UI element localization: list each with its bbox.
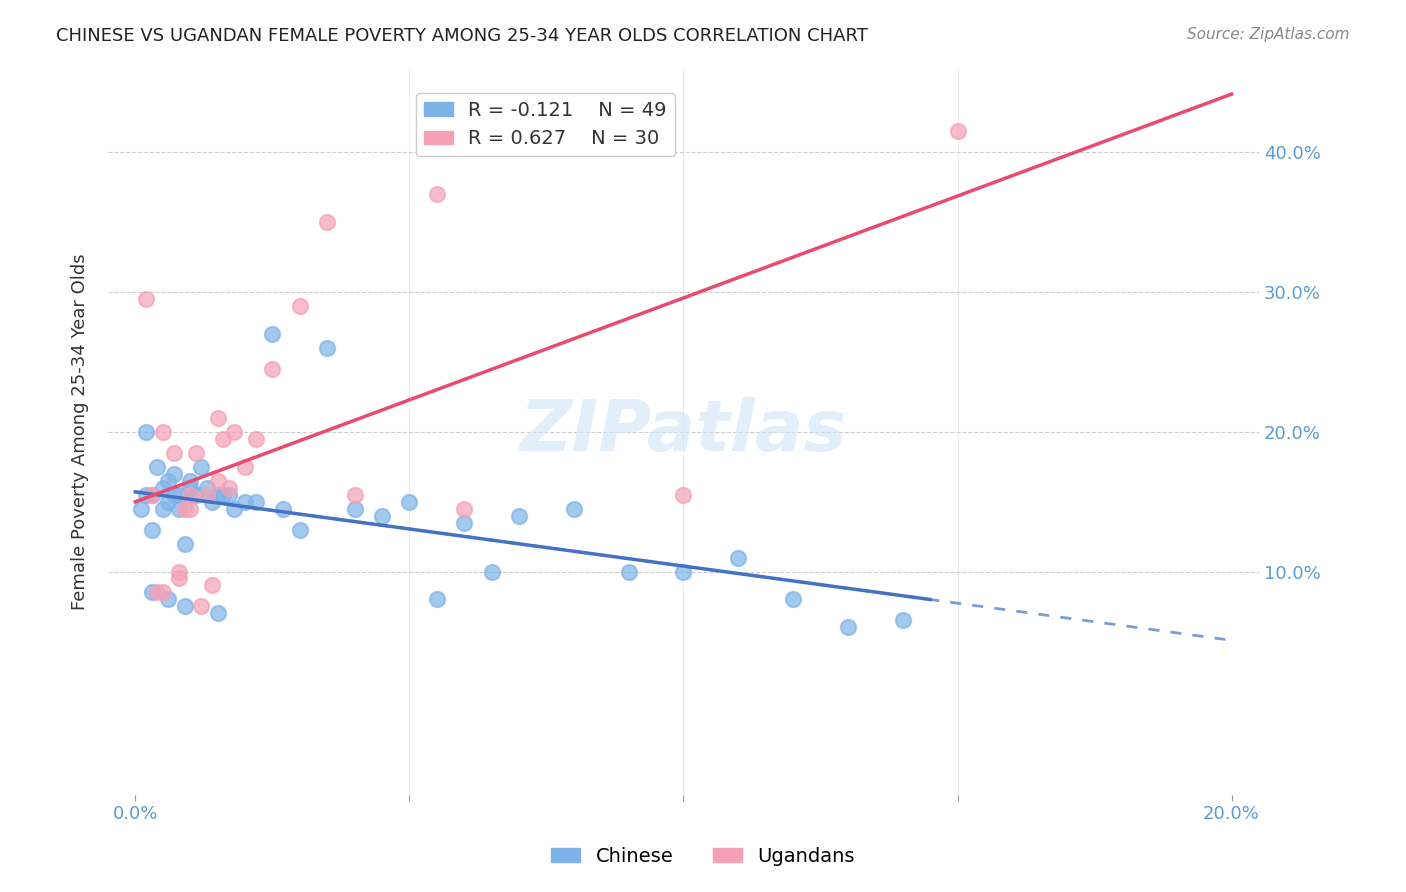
Point xyxy=(167,572,190,586)
Point xyxy=(141,585,163,599)
Point xyxy=(672,565,695,579)
Point xyxy=(141,523,163,537)
Point xyxy=(245,494,267,508)
Point xyxy=(179,488,201,502)
Point xyxy=(195,488,218,502)
Point xyxy=(453,501,475,516)
Point xyxy=(207,474,229,488)
Point xyxy=(146,459,169,474)
Point xyxy=(152,425,174,439)
Point xyxy=(233,459,256,474)
Point xyxy=(946,124,969,138)
Point xyxy=(508,508,530,523)
Point xyxy=(398,494,420,508)
Point xyxy=(146,585,169,599)
Point xyxy=(179,481,201,495)
Point xyxy=(837,620,859,634)
Point xyxy=(190,459,212,474)
Point xyxy=(173,536,195,550)
Point xyxy=(195,481,218,495)
Point xyxy=(426,187,449,202)
Point xyxy=(207,410,229,425)
Point xyxy=(426,592,449,607)
Point xyxy=(207,488,229,502)
Point xyxy=(218,481,240,495)
Point xyxy=(212,488,235,502)
Point xyxy=(135,488,157,502)
Point xyxy=(212,432,235,446)
Point xyxy=(201,578,224,592)
Point xyxy=(129,501,152,516)
Point xyxy=(167,488,190,502)
Point xyxy=(222,425,245,439)
Point xyxy=(218,488,240,502)
Point xyxy=(316,215,339,229)
Point xyxy=(167,501,190,516)
Point xyxy=(453,516,475,530)
Text: CHINESE VS UGANDAN FEMALE POVERTY AMONG 25-34 YEAR OLDS CORRELATION CHART: CHINESE VS UGANDAN FEMALE POVERTY AMONG … xyxy=(56,27,868,45)
Point xyxy=(152,501,174,516)
Point xyxy=(163,446,186,460)
Point xyxy=(157,494,180,508)
Point xyxy=(316,341,339,355)
Point xyxy=(157,474,180,488)
Point xyxy=(782,592,804,607)
Point xyxy=(245,432,267,446)
Point xyxy=(135,292,157,306)
Point xyxy=(152,481,174,495)
Point xyxy=(173,599,195,614)
Point xyxy=(152,585,174,599)
Point xyxy=(222,501,245,516)
Point xyxy=(179,501,201,516)
Point xyxy=(157,592,180,607)
Point xyxy=(343,501,366,516)
Point xyxy=(562,501,585,516)
Legend: Chinese, Ugandans: Chinese, Ugandans xyxy=(544,838,862,873)
Point xyxy=(672,488,695,502)
Point xyxy=(190,599,212,614)
Point xyxy=(617,565,640,579)
Point xyxy=(184,446,207,460)
Point xyxy=(371,508,394,523)
Point xyxy=(481,565,503,579)
Point xyxy=(262,326,284,341)
Text: ZIPatlas: ZIPatlas xyxy=(520,397,848,467)
Point xyxy=(288,299,311,313)
Point xyxy=(135,425,157,439)
Point xyxy=(233,494,256,508)
Point xyxy=(141,488,163,502)
Point xyxy=(262,362,284,376)
Point xyxy=(343,488,366,502)
Point xyxy=(201,494,224,508)
Y-axis label: Female Poverty Among 25-34 Year Olds: Female Poverty Among 25-34 Year Olds xyxy=(72,253,89,610)
Point xyxy=(727,550,749,565)
Point xyxy=(163,467,186,481)
Point xyxy=(891,614,914,628)
Legend: R = -0.121    N = 49, R = 0.627    N = 30: R = -0.121 N = 49, R = 0.627 N = 30 xyxy=(416,93,675,156)
Point xyxy=(179,474,201,488)
Point xyxy=(167,565,190,579)
Point xyxy=(173,501,195,516)
Point xyxy=(207,607,229,621)
Point xyxy=(163,488,186,502)
Point xyxy=(288,523,311,537)
Text: Source: ZipAtlas.com: Source: ZipAtlas.com xyxy=(1187,27,1350,42)
Point xyxy=(141,488,163,502)
Point xyxy=(273,501,295,516)
Point xyxy=(184,488,207,502)
